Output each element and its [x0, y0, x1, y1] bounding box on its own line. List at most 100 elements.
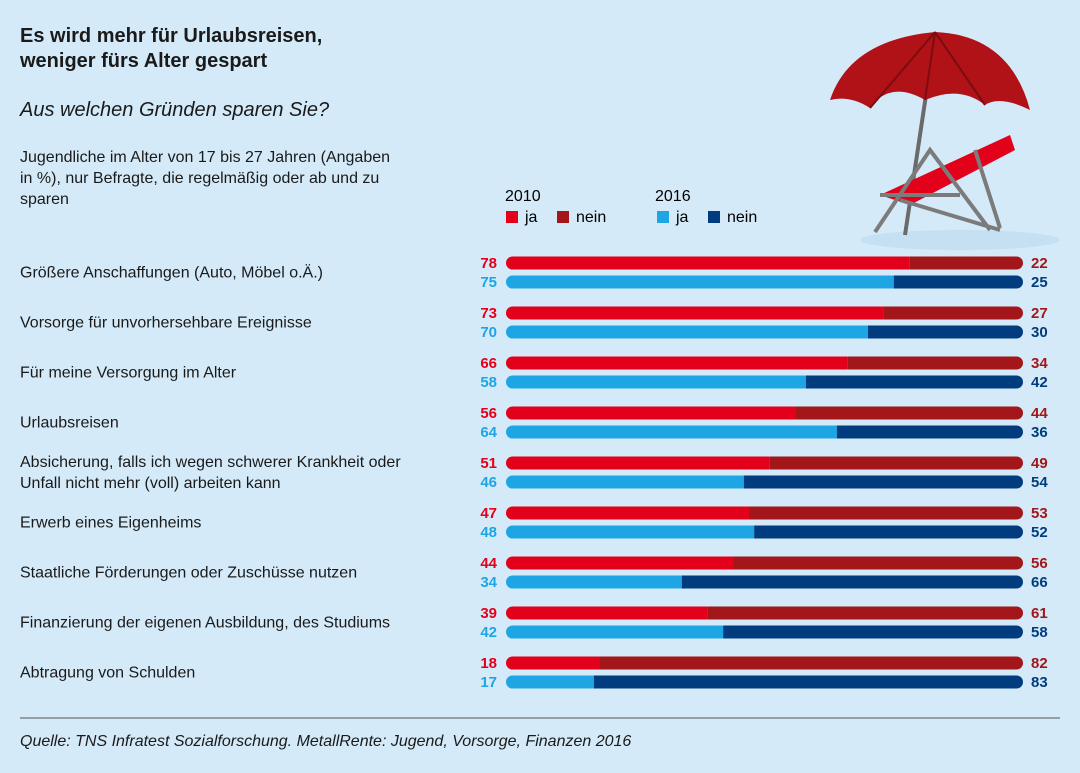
bar-row	[506, 606, 1023, 620]
category-label: Größere Anschaffungen (Auto, Möbel o.Ä.)	[20, 264, 323, 281]
value-label: 82	[1031, 655, 1048, 672]
value-label: 73	[480, 305, 497, 322]
bar-segment	[748, 506, 1023, 520]
value-label: 22	[1031, 255, 1048, 272]
value-label: 34	[1031, 355, 1048, 372]
value-label: 70	[480, 324, 497, 341]
bar-row	[506, 506, 1023, 520]
legend-swatch	[506, 211, 518, 223]
bar-segment	[599, 656, 1023, 670]
bar-segment	[506, 275, 894, 289]
category-label: Erwerb eines Eigenheims	[20, 514, 202, 531]
value-label: 42	[480, 624, 497, 641]
bar-segment	[506, 456, 770, 470]
value-label: 54	[1031, 474, 1048, 491]
chart-subtitle: Aus welchen Gründen sparen Sie?	[20, 99, 330, 121]
bar-row	[506, 425, 1023, 439]
bar-row	[506, 325, 1023, 339]
bar-row	[506, 525, 1023, 539]
category-label: Finanzierung der eigenen Ausbildung, des…	[20, 614, 391, 631]
chart-title: Es wird mehr für Urlaubsreisen, weniger …	[20, 25, 323, 72]
value-label: 56	[480, 405, 497, 422]
value-label: 58	[1031, 624, 1048, 641]
bar-segment	[506, 675, 594, 689]
bar-segment	[506, 425, 837, 439]
bar-segment	[506, 356, 848, 370]
bar-segment	[506, 656, 600, 670]
value-label: 44	[1031, 405, 1048, 422]
value-label: 39	[480, 605, 497, 622]
legend-group: 2016	[655, 188, 691, 205]
bar-row	[506, 256, 1023, 270]
bar-segment	[506, 256, 910, 270]
value-label: 48	[480, 524, 497, 541]
value-label: 18	[480, 655, 497, 672]
value-label: 78	[480, 255, 497, 272]
value-label: 58	[480, 374, 497, 391]
bar-segment	[506, 475, 744, 489]
bar-segment	[593, 675, 1023, 689]
value-label: 27	[1031, 305, 1048, 322]
value-label: 46	[480, 474, 497, 491]
bar-row	[506, 456, 1023, 470]
bar-segment	[506, 406, 796, 420]
bar-row	[506, 375, 1023, 389]
bar-segment	[867, 325, 1023, 339]
bar-segment	[506, 575, 682, 589]
bar-segment	[506, 375, 806, 389]
value-label: 47	[480, 505, 497, 522]
bar-segment	[795, 406, 1023, 420]
bar-segment	[847, 356, 1023, 370]
value-label: 52	[1031, 524, 1048, 541]
category-label: Abtragung von Schulden	[20, 664, 196, 681]
value-label: 17	[480, 674, 497, 691]
bar-segment	[883, 306, 1023, 320]
bar-segment	[733, 556, 1023, 570]
bar-row	[506, 275, 1023, 289]
legend-label: ja	[524, 209, 538, 226]
value-label: 66	[1031, 574, 1048, 591]
legend-label: nein	[576, 209, 606, 226]
bar-segment	[836, 425, 1023, 439]
bar-row	[506, 475, 1023, 489]
bar-segment	[723, 625, 1023, 639]
value-label: 64	[480, 424, 497, 441]
bar-segment	[681, 575, 1023, 589]
legend-swatch	[708, 211, 720, 223]
bar-row	[506, 625, 1023, 639]
bar-segment	[754, 525, 1023, 539]
bar-segment	[805, 375, 1023, 389]
value-label: 42	[1031, 374, 1048, 391]
value-label: 51	[480, 455, 497, 472]
value-label: 83	[1031, 674, 1048, 691]
bar-segment	[506, 506, 749, 520]
value-label: 34	[480, 574, 497, 591]
bar-segment	[506, 306, 884, 320]
umbrella-illustration	[830, 31, 1060, 250]
value-label: 66	[480, 355, 497, 372]
category-label: Absicherung, falls ich wegen schwerer Kr…	[20, 453, 401, 492]
bar-segment	[743, 475, 1023, 489]
bar-segment	[506, 606, 708, 620]
bar-segment	[506, 625, 724, 639]
value-label: 36	[1031, 424, 1048, 441]
bar-segment	[506, 525, 755, 539]
value-label: 56	[1031, 555, 1048, 572]
legend-label: ja	[675, 209, 689, 226]
category-label: Für meine Versorgung im Alter	[20, 364, 237, 381]
bar-row	[506, 575, 1023, 589]
legend-group: 2010	[505, 188, 541, 205]
bar-segment	[909, 256, 1023, 270]
value-label: 25	[1031, 274, 1048, 291]
bar-segment	[707, 606, 1023, 620]
value-label: 75	[480, 274, 497, 291]
category-label: Vorsorge für unvorhersehbare Ereignisse	[20, 314, 312, 331]
bar-row	[506, 356, 1023, 370]
bar-segment	[506, 556, 734, 570]
bar-row	[506, 406, 1023, 420]
bar-segment	[893, 275, 1023, 289]
legend-swatch	[557, 211, 569, 223]
category-label: Staatliche Förderungen oder Zuschüsse nu…	[20, 564, 358, 581]
